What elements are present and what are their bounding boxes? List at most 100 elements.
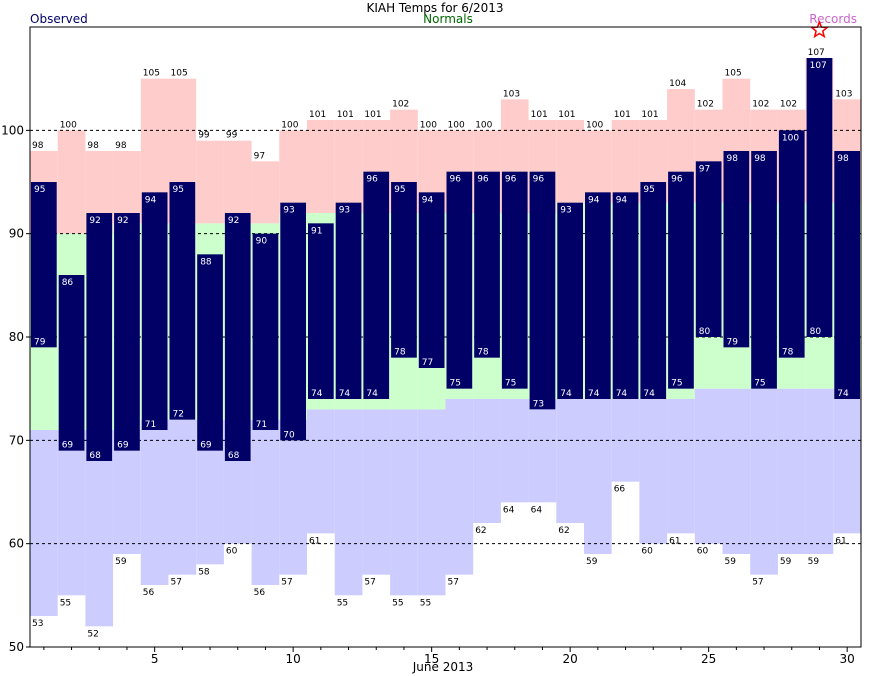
observed-high-label: 93 [283, 206, 294, 216]
observed-bar [224, 213, 251, 461]
record-high-label: 102 [697, 100, 714, 110]
observed-bar [169, 182, 196, 420]
record-low-label: 57 [281, 578, 292, 588]
observed-high-label: 88 [200, 257, 212, 267]
record-low-band [168, 419, 197, 575]
observed-bar [778, 130, 805, 358]
observed-bar [612, 192, 639, 399]
record-low-band [750, 388, 778, 575]
record-high-band [334, 120, 363, 213]
record-high-band [279, 130, 307, 213]
observed-high-label: 94 [145, 195, 157, 205]
record-high-label: 103 [835, 89, 852, 99]
record-low-band [390, 409, 418, 596]
observed-high-label: 96 [671, 175, 683, 185]
observed-bar [141, 192, 168, 430]
legend-normals: Normals [423, 12, 473, 26]
observed-high-label: 93 [560, 206, 571, 216]
observed-low-label: 78 [394, 348, 406, 358]
observed-bar [86, 213, 113, 461]
record-low-label: 62 [558, 526, 569, 536]
observed-high-label: 98 [727, 154, 739, 164]
observed-low-label: 79 [34, 337, 46, 347]
record-low-label: 59 [808, 557, 820, 567]
observed-low-label: 74 [588, 389, 600, 399]
record-high-label: 100 [281, 120, 298, 130]
observed-bar [335, 202, 362, 399]
record-high-label: 98 [115, 141, 127, 151]
record-low-band [362, 409, 391, 575]
record-low-label: 59 [115, 557, 127, 567]
x-tick-label: 25 [701, 652, 716, 666]
observed-bar [114, 213, 140, 451]
record-low-band [500, 399, 529, 503]
observed-high-label: 90 [256, 237, 268, 247]
observed-low-label: 72 [173, 410, 184, 420]
legend-records: Records [809, 12, 857, 26]
observed-low-label: 74 [616, 389, 628, 399]
observed-bar [668, 171, 694, 389]
observed-low-label: 73 [533, 399, 544, 409]
record-low-band [584, 399, 612, 554]
record-high-label: 98 [87, 141, 99, 151]
observed-high-label: 96 [366, 175, 378, 185]
observed-bar [308, 223, 334, 399]
record-high-band [584, 130, 612, 203]
record-low-band [556, 399, 584, 523]
observed-bar [58, 275, 85, 451]
record-low-label: 55 [420, 598, 431, 608]
observed-high-label: 95 [643, 185, 654, 195]
observed-high-label: 94 [422, 195, 434, 205]
y-tick-label: 80 [9, 330, 24, 344]
record-low-label: 55 [392, 598, 403, 608]
x-tick-label: 10 [286, 652, 301, 666]
record-high-label: 103 [503, 89, 520, 99]
record-high-band [556, 120, 584, 203]
observed-high-label: 107 [810, 61, 827, 71]
observed-low-label: 74 [560, 389, 572, 399]
x-tick-label: 5 [151, 652, 159, 666]
record-high-band [223, 140, 252, 224]
observed-bar [501, 171, 528, 389]
observed-bar [446, 171, 473, 389]
record-low-band [805, 388, 834, 554]
record-low-label: 56 [143, 588, 155, 598]
legend-observed: Observed [30, 12, 88, 26]
record-low-band [417, 409, 446, 596]
record-high-label: 98 [32, 141, 44, 151]
record-low-label: 56 [254, 588, 266, 598]
observed-high-label: 95 [173, 185, 184, 195]
record-high-label: 100 [448, 120, 465, 130]
y-tick-label: 70 [9, 433, 24, 447]
record-low-band [57, 430, 86, 596]
record-low-band [445, 399, 474, 575]
record-low-label: 61 [309, 536, 320, 546]
observed-low-label: 69 [62, 441, 74, 451]
observed-low-label: 77 [422, 358, 433, 368]
record-low-label: 61 [835, 536, 846, 546]
observed-high-label: 100 [782, 133, 799, 143]
record-low-label: 64 [503, 505, 515, 515]
observed-bar [391, 182, 417, 358]
observed-low-label: 75 [754, 379, 765, 389]
record-high-label: 101 [641, 110, 658, 120]
record-high-label: 102 [392, 100, 409, 110]
record-high-label: 102 [780, 100, 797, 110]
record-low-band [722, 388, 751, 554]
observed-low-label: 74 [366, 389, 378, 399]
observed-low-label: 75 [671, 379, 682, 389]
observed-high-label: 94 [616, 195, 628, 205]
observed-high-label: 94 [588, 195, 600, 205]
observed-bar [723, 151, 750, 348]
record-low-band [528, 399, 557, 503]
observed-high-label: 98 [754, 154, 766, 164]
x-tick-label: 15 [424, 652, 439, 666]
record-low-label: 57 [752, 578, 763, 588]
record-low-label: 57 [448, 578, 459, 588]
observed-high-label: 96 [450, 175, 462, 185]
x-tick-label: 20 [563, 652, 578, 666]
observed-low-label: 78 [782, 348, 794, 358]
observed-bar [557, 202, 583, 399]
observed-bar [585, 192, 611, 399]
record-low-label: 57 [364, 578, 375, 588]
